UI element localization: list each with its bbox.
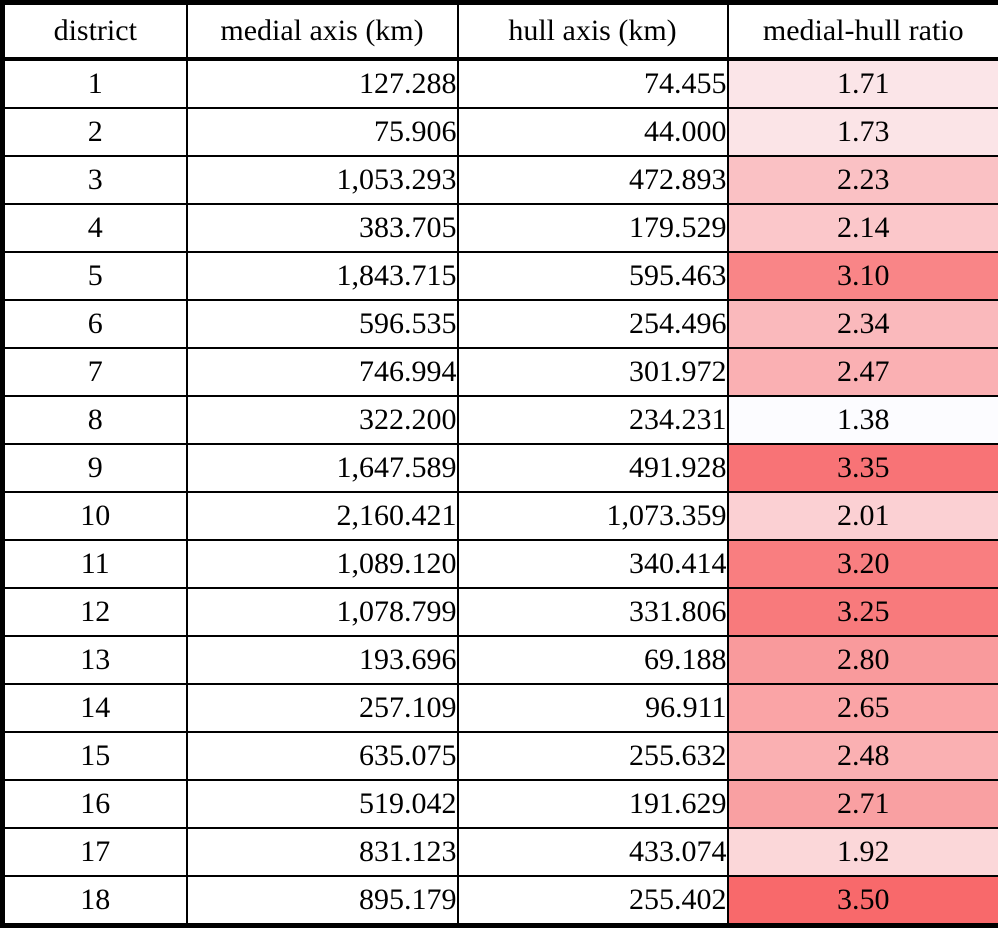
cell-medial-axis: 127.288 — [185, 57, 459, 110]
cell-district: 8 — [1, 394, 188, 445]
cell-medial-axis: 1,089.120 — [185, 538, 459, 589]
cell-ratio: 3.35 — [726, 442, 998, 493]
cell-district: 16 — [1, 778, 188, 829]
table-row: 10 2,160.421 1,073.359 2.01 — [1, 490, 998, 541]
cell-medial-axis: 831.123 — [185, 826, 459, 877]
cell-hull-axis: 44.000 — [456, 107, 729, 158]
table-row: 18 895.179 255.402 3.50 — [1, 874, 998, 927]
cell-ratio: 2.23 — [726, 155, 998, 205]
cell-ratio: 3.10 — [726, 250, 998, 301]
cell-medial-axis: 895.179 — [185, 874, 459, 927]
cell-hull-axis: 472.893 — [456, 155, 729, 205]
cell-hull-axis: 255.402 — [456, 874, 729, 927]
cell-district: 6 — [1, 298, 188, 349]
cell-district: 1 — [1, 57, 188, 110]
cell-district: 4 — [1, 203, 188, 253]
cell-hull-axis: 179.529 — [456, 203, 729, 253]
cell-ratio: 1.71 — [726, 57, 998, 110]
table-row: 3 1,053.293 472.893 2.23 — [1, 155, 998, 205]
col-header-district: district — [1, 1, 188, 61]
cell-hull-axis: 433.074 — [456, 826, 729, 877]
table-row: 5 1,843.715 595.463 3.10 — [1, 250, 998, 301]
cell-medial-axis: 635.075 — [185, 730, 459, 781]
table-row: 2 75.906 44.000 1.73 — [1, 107, 998, 158]
cell-hull-axis: 301.972 — [456, 346, 729, 397]
cell-hull-axis: 191.629 — [456, 778, 729, 829]
cell-district: 9 — [1, 442, 188, 493]
table-body: 1 127.288 74.455 1.71 2 75.906 44.000 1.73 3 1,05… — [1, 57, 998, 927]
cell-hull-axis: 69.188 — [456, 634, 729, 685]
table-row: 11 1,089.120 340.414 3.20 — [1, 538, 998, 589]
cell-ratio: 2.65 — [726, 682, 998, 733]
cell-district: 11 — [1, 538, 188, 589]
cell-hull-axis: 491.928 — [456, 442, 729, 493]
cell-ratio: 2.80 — [726, 634, 998, 685]
cell-hull-axis: 255.632 — [456, 730, 729, 781]
table-row: 13 193.696 69.188 2.80 — [1, 634, 998, 685]
table-row: 14 257.109 96.911 2.65 — [1, 682, 998, 733]
cell-district: 2 — [1, 107, 188, 158]
cell-hull-axis: 74.455 — [456, 57, 729, 110]
table-row: 17 831.123 433.074 1.92 — [1, 826, 998, 877]
cell-medial-axis: 1,843.715 — [185, 250, 459, 301]
cell-hull-axis: 254.496 — [456, 298, 729, 349]
cell-ratio: 1.73 — [726, 107, 998, 158]
cell-district: 17 — [1, 826, 188, 877]
cell-district: 5 — [1, 250, 188, 301]
table-row: 8 322.200 234.231 1.38 — [1, 394, 998, 445]
cell-hull-axis: 234.231 — [456, 394, 729, 445]
table-row: 15 635.075 255.632 2.48 — [1, 730, 998, 781]
cell-ratio: 2.14 — [726, 203, 998, 253]
cell-ratio: 1.92 — [726, 826, 998, 877]
table-row: 12 1,078.799 331.806 3.25 — [1, 586, 998, 637]
cell-district: 10 — [1, 490, 188, 541]
cell-ratio: 3.20 — [726, 538, 998, 589]
cell-hull-axis: 340.414 — [456, 538, 729, 589]
cell-district: 7 — [1, 346, 188, 397]
cell-medial-axis: 746.994 — [185, 346, 459, 397]
table-row: 7 746.994 301.972 2.47 — [1, 346, 998, 397]
cell-hull-axis: 96.911 — [456, 682, 729, 733]
cell-ratio: 2.48 — [726, 730, 998, 781]
cell-ratio: 2.34 — [726, 298, 998, 349]
cell-medial-axis: 75.906 — [185, 107, 459, 158]
cell-medial-axis: 1,053.293 — [185, 155, 459, 205]
cell-ratio: 2.01 — [726, 490, 998, 541]
col-header-hull-axis: hull axis (km) — [456, 1, 729, 61]
cell-medial-axis: 257.109 — [185, 682, 459, 733]
cell-district: 14 — [1, 682, 188, 733]
cell-medial-axis: 193.696 — [185, 634, 459, 685]
cell-hull-axis: 1,073.359 — [456, 490, 729, 541]
col-header-ratio: medial-hull ratio — [726, 1, 998, 61]
cell-hull-axis: 331.806 — [456, 586, 729, 637]
cell-medial-axis: 2,160.421 — [185, 490, 459, 541]
cell-medial-axis: 322.200 — [185, 394, 459, 445]
cell-ratio: 2.47 — [726, 346, 998, 397]
cell-ratio: 1.38 — [726, 394, 998, 445]
cell-district: 3 — [1, 155, 188, 205]
cell-hull-axis: 595.463 — [456, 250, 729, 301]
cell-medial-axis: 383.705 — [185, 203, 459, 253]
cell-medial-axis: 519.042 — [185, 778, 459, 829]
cell-district: 18 — [1, 874, 188, 927]
cell-district: 13 — [1, 634, 188, 685]
cell-district: 15 — [1, 730, 188, 781]
cell-medial-axis: 596.535 — [185, 298, 459, 349]
cell-ratio: 3.25 — [726, 586, 998, 637]
cell-medial-axis: 1,647.589 — [185, 442, 459, 493]
table-row: 1 127.288 74.455 1.71 — [1, 57, 998, 110]
cell-ratio: 2.71 — [726, 778, 998, 829]
cell-medial-axis: 1,078.799 — [185, 586, 459, 637]
table-row: 4 383.705 179.529 2.14 — [1, 203, 998, 253]
cell-district: 12 — [1, 586, 188, 637]
col-header-medial-axis: medial axis (km) — [185, 1, 459, 61]
table-row: 9 1,647.589 491.928 3.35 — [1, 442, 998, 493]
cell-ratio: 3.50 — [726, 874, 998, 927]
table-row: 16 519.042 191.629 2.71 — [1, 778, 998, 829]
header-row: district medial axis (km) hull axis (km)… — [1, 1, 998, 61]
table-row: 6 596.535 254.496 2.34 — [1, 298, 998, 349]
